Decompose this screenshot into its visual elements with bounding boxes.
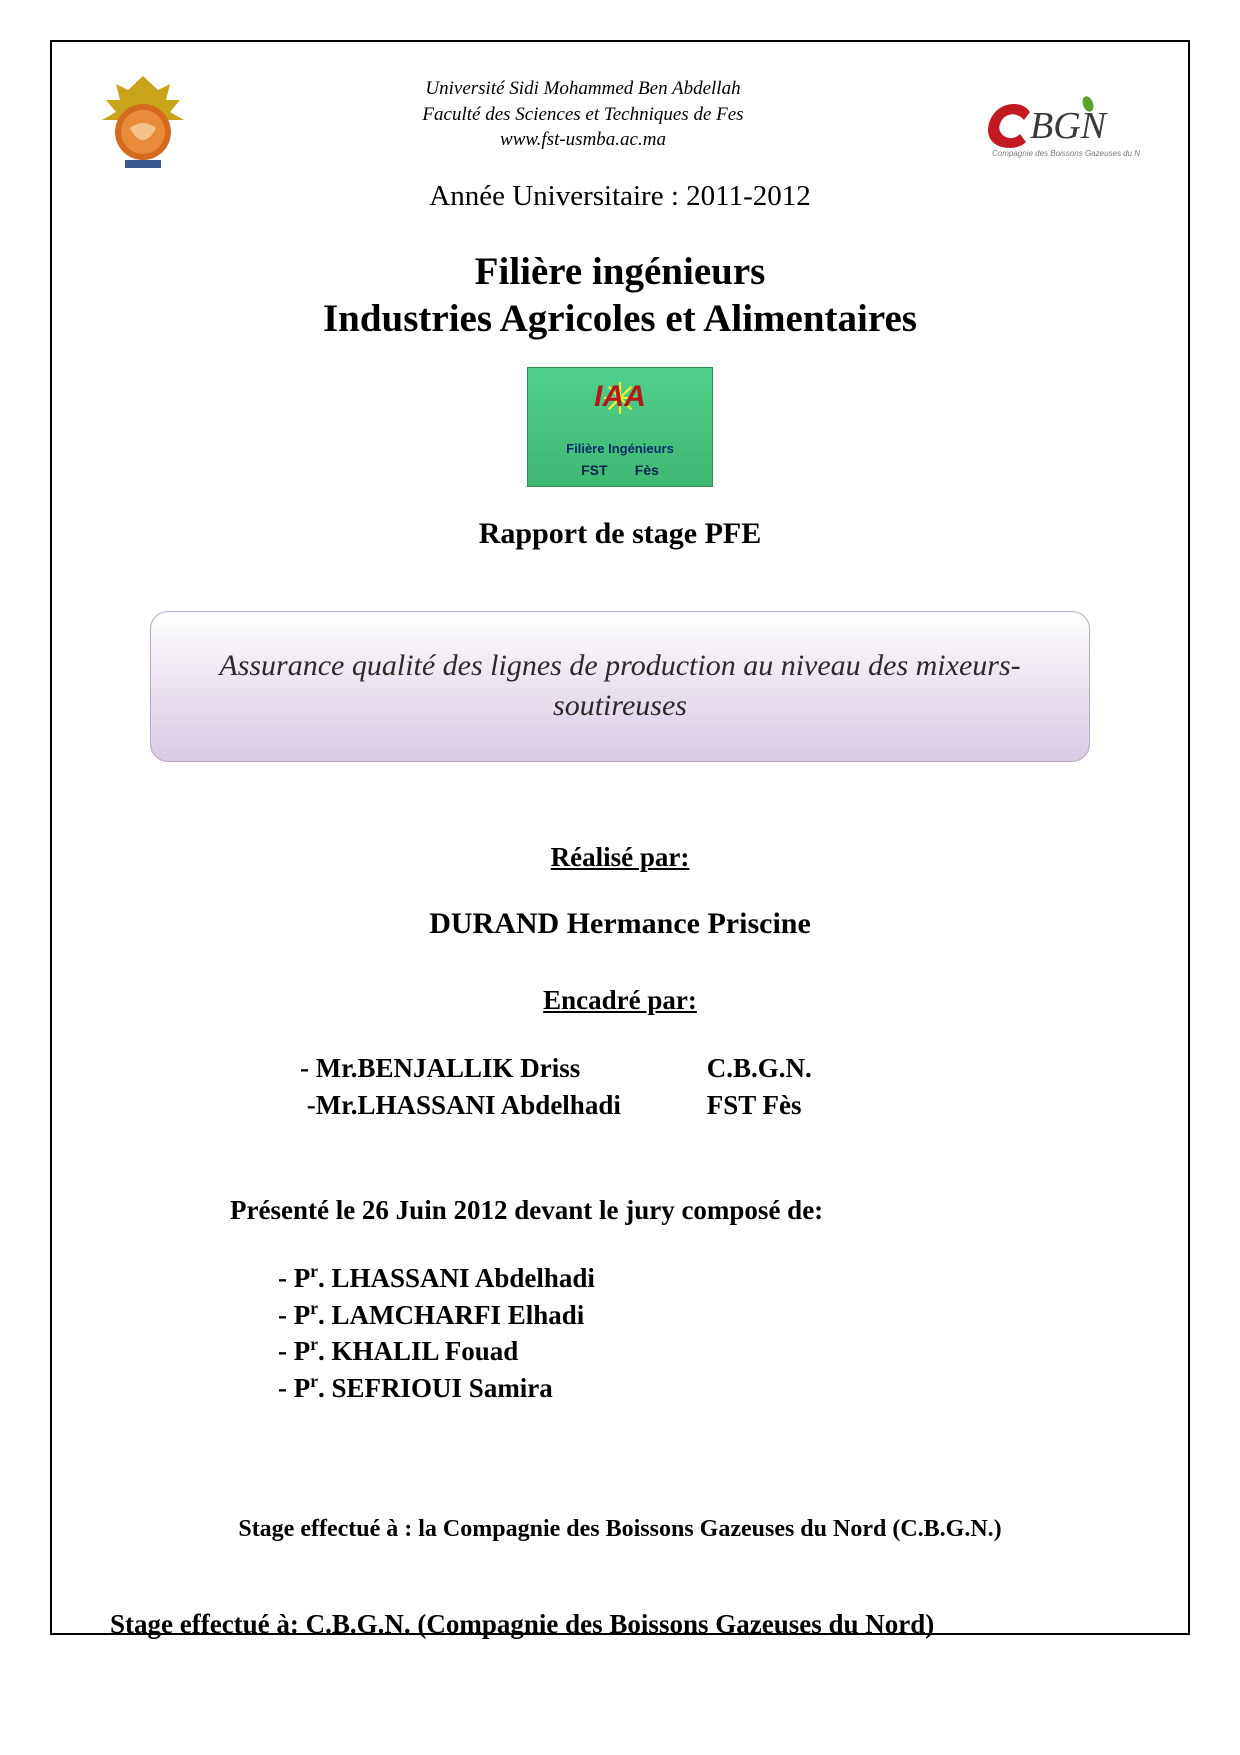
title-box: Assurance qualité des lignes de producti… (150, 611, 1090, 762)
university-name-line1: Université Sidi Mohammed Ben Abdellah (422, 76, 743, 102)
jury-list: - Pr. LHASSANI Abdelhadi - Pr. LAMCHARFI… (278, 1260, 1140, 1406)
encadre-label: Encadré par: (100, 985, 1140, 1016)
jury-member: - Pr. SEFRIOUI Samira (278, 1370, 1140, 1406)
iaa-sub-text: Filière Ingénieurs (528, 441, 712, 456)
svg-text:Compagnie des Boissons Gazeuse: Compagnie des Boissons Gazeuses du Nord (992, 149, 1140, 158)
jury-member: - Pr. KHALIL Fouad (278, 1333, 1140, 1369)
university-crest-logo (100, 70, 186, 170)
university-header: Université Sidi Mohammed Ben Abdellah Fa… (422, 76, 743, 153)
iaa-bottom-left: FST (581, 462, 607, 478)
supervisor-row: - Mr.BENJALLIK Driss C.B.G.N. (300, 1050, 940, 1088)
university-website: www.fst-usmba.ac.ma (422, 127, 743, 153)
supervisors-list: - Mr.BENJALLIK Driss C.B.G.N. -Mr.LHASSA… (100, 1050, 1140, 1126)
academic-year: Année Universitaire : 2011-2012 (100, 180, 1140, 213)
realise-label: Réalisé par: (100, 842, 1140, 873)
stage-location-1: Stage effectué à : la Compagnie des Bois… (100, 1516, 1140, 1543)
author-name: DURAND Hermance Priscine (100, 907, 1140, 941)
program-line1: Filière ingénieurs (100, 249, 1140, 296)
svg-text:BGN: BGN (1030, 105, 1109, 147)
university-name-line2: Faculté des Sciences et Techniques de Fe… (422, 102, 743, 128)
jury-member: - Pr. LHASSANI Abdelhadi (278, 1260, 1140, 1296)
jury-member: - Pr. LAMCHARFI Elhadi (278, 1297, 1140, 1333)
header-row: Université Sidi Mohammed Ben Abdellah Fa… (100, 70, 1140, 170)
iaa-bottom-row: FST Fès (528, 462, 712, 478)
program-line2: Industries Agricoles et Alimentaires (100, 296, 1140, 343)
iaa-badge: ✳ IAA Filière Ingénieurs FST Fès (527, 367, 713, 487)
supervisor-row: -Mr.LHASSANI Abdelhadi FST Fès (300, 1087, 940, 1125)
program-heading: Filière ingénieurs Industries Agricoles … (100, 249, 1140, 343)
iaa-main-text: IAA (528, 380, 712, 414)
iaa-bottom-right: Fès (635, 462, 659, 478)
report-label: Rapport de stage PFE (100, 517, 1140, 551)
cbgn-logo: BGN Compagnie des Boissons Gazeuses du N… (980, 90, 1140, 160)
stage-location-2: Stage effectué à: C.B.G.N. (Compagnie de… (110, 1609, 1140, 1640)
jury-intro: Présenté le 26 Juin 2012 devant le jury … (230, 1195, 1140, 1226)
